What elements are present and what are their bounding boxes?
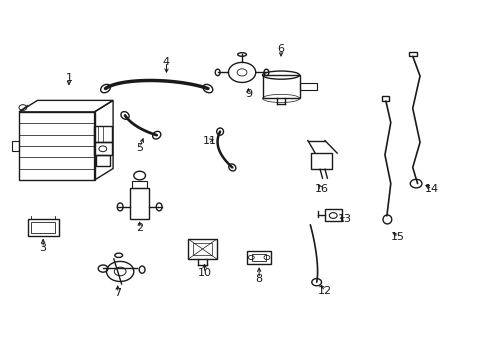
Text: 13: 13 [337,215,351,224]
Text: 4: 4 [163,57,170,67]
Text: 15: 15 [390,232,404,242]
Text: 10: 10 [197,268,211,278]
Text: 9: 9 [244,89,251,99]
Text: 2: 2 [136,224,143,233]
Text: 7: 7 [114,288,121,298]
Text: 6: 6 [277,44,284,54]
Text: 11: 11 [202,136,216,145]
Text: 8: 8 [255,274,262,284]
Text: 16: 16 [314,184,328,194]
Text: 12: 12 [317,286,331,296]
Text: 3: 3 [40,243,46,253]
Text: 1: 1 [65,73,72,83]
Text: 5: 5 [136,143,143,153]
Text: 14: 14 [424,184,438,194]
